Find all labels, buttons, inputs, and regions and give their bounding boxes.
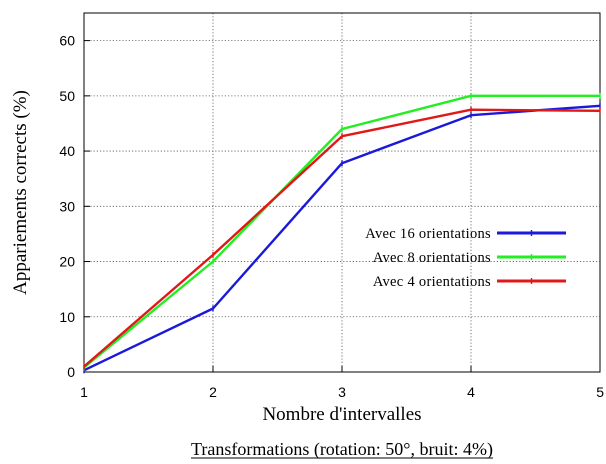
y-tick-label: 40 bbox=[59, 143, 75, 159]
legend-label: Avec 4 orientations bbox=[373, 274, 491, 290]
x-axis-title: Nombre d'intervalles bbox=[262, 404, 421, 425]
x-tick-label: 4 bbox=[467, 384, 475, 400]
data-series bbox=[83, 92, 601, 374]
y-tick-label: 20 bbox=[59, 254, 75, 270]
x-tick-label: 2 bbox=[209, 384, 217, 400]
grid-lines bbox=[84, 13, 600, 372]
x-tick-label: 3 bbox=[338, 384, 346, 400]
y-tick-label: 30 bbox=[59, 198, 75, 214]
y-tick-label: 0 bbox=[67, 364, 75, 380]
legend-label: Avec 8 orientations bbox=[373, 250, 491, 266]
y-tick-label: 50 bbox=[59, 88, 75, 104]
legend: Avec 16 orientations Avec 8 orientations A… bbox=[365, 226, 566, 290]
x-tick-label: 1 bbox=[80, 384, 88, 400]
axis-ticks: 0 10 20 30 40 50 60 1 2 3 4 5 bbox=[59, 33, 604, 400]
x-tick-label: 5 bbox=[596, 384, 604, 400]
y-axis-title: Appariements corrects (%) bbox=[10, 90, 31, 295]
figure-caption: Transformations (rotation: 50°, bruit: 4… bbox=[191, 439, 493, 460]
legend-label: Avec 16 orientations bbox=[365, 226, 491, 242]
y-tick-label: 10 bbox=[59, 309, 75, 325]
y-tick-label: 60 bbox=[59, 33, 75, 49]
